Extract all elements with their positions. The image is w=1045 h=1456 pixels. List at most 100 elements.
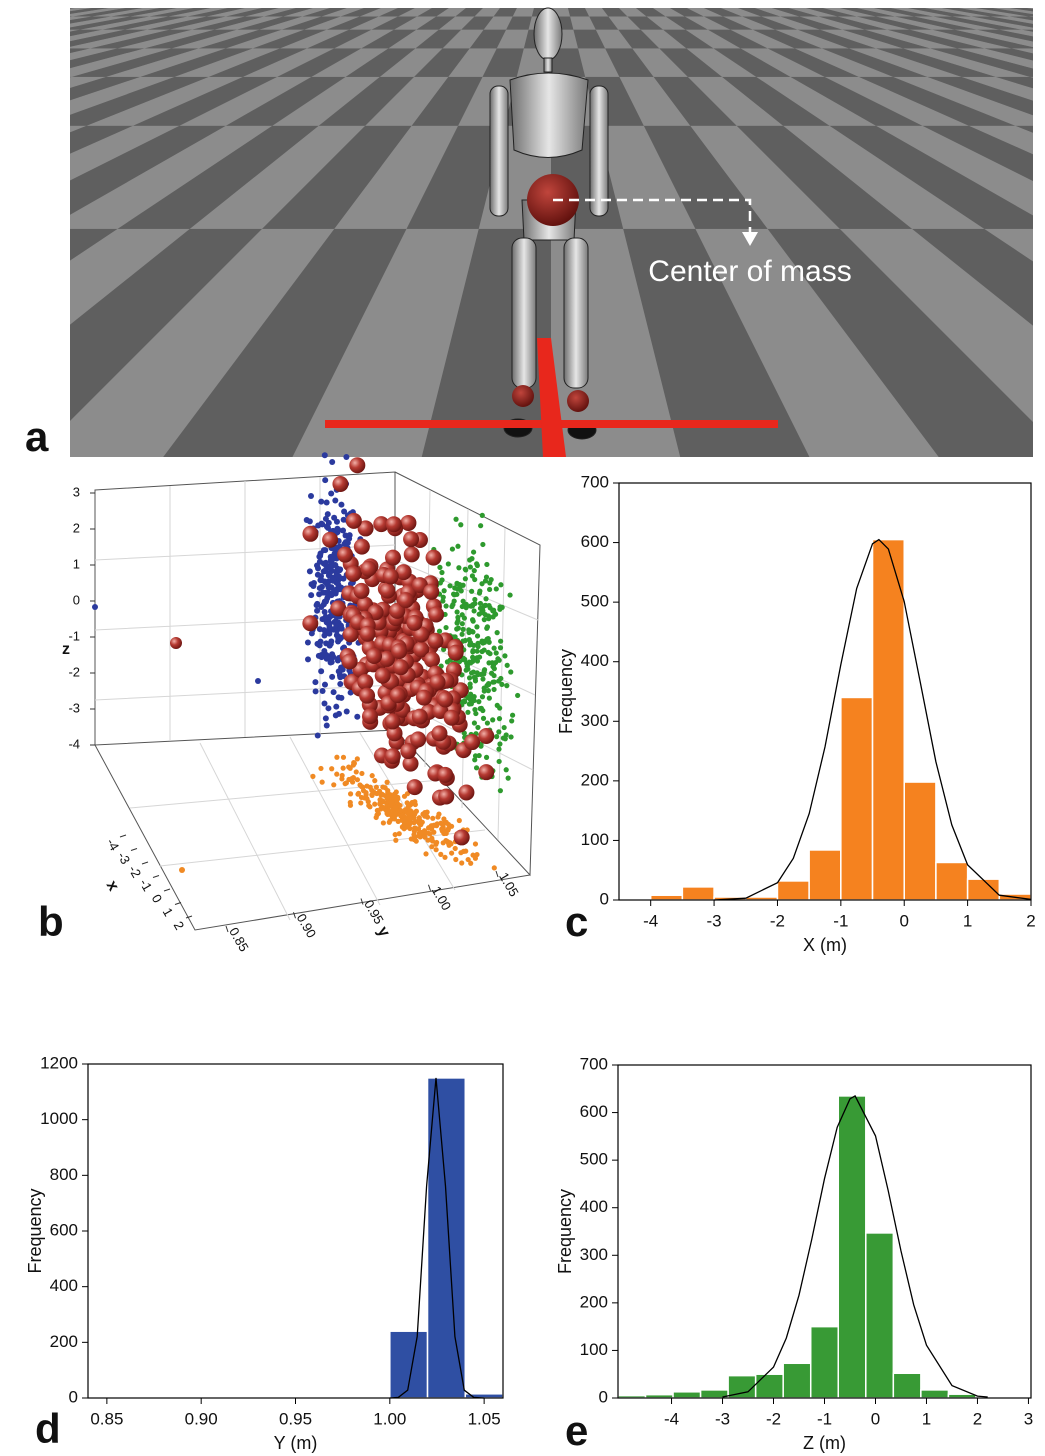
floor-tile (434, 0, 462, 7)
floor-tile (70, 16, 74, 17)
floor-tile (262, 125, 412, 229)
y-tick (293, 912, 296, 919)
cloud-point (374, 667, 391, 684)
y-axis-title: Frequency (555, 1189, 575, 1274)
cloud-point (399, 813, 405, 819)
cloud-point (340, 575, 347, 582)
plot-frame (618, 482, 1032, 901)
cloud-point (312, 679, 319, 686)
floor-tile (968, 125, 1033, 155)
cloud-point (424, 814, 431, 820)
cloud-point (458, 583, 464, 589)
floor-tile (686, 8, 724, 17)
point-clouds (92, 452, 521, 873)
cloud-point (378, 797, 384, 804)
cloud-point (454, 609, 460, 615)
cloud-point (464, 734, 481, 751)
floor-tile (1024, 0, 1045, 7)
bar (892, 1372, 922, 1399)
cloud-point (460, 626, 466, 632)
floor-tile (752, 29, 822, 49)
cloud-point (477, 706, 483, 712)
floor-tile (208, 48, 308, 77)
floor-tile (414, 48, 470, 77)
floor-tile (821, 48, 928, 77)
y-tick-label: 600 (581, 532, 609, 551)
floor-tile (994, 0, 1045, 7)
floor-tile (619, 8, 647, 17)
z-axis-title: z (62, 641, 70, 658)
floor-tile (272, 76, 380, 126)
cloud-point (396, 831, 402, 837)
cloud-point (462, 576, 468, 582)
floor-tile (595, 0, 617, 7)
bar (808, 849, 842, 901)
floor-tile (0, 16, 16, 29)
floor-tile (283, 8, 331, 17)
cloud-point (428, 606, 445, 623)
panel-label: b (38, 898, 64, 945)
floor-tile (174, 48, 281, 77)
floor-tile (1010, 8, 1033, 12)
foot-marker (567, 390, 589, 412)
cloud-point (304, 656, 311, 663)
cloud-point (334, 754, 340, 760)
floor-tile (610, 0, 634, 7)
bar (840, 696, 874, 901)
cloud-point (470, 549, 477, 555)
floor-tile (226, 29, 305, 49)
y-tick-label: 0.85 (226, 925, 252, 954)
floor-tile (192, 16, 265, 30)
floor-tile (140, 48, 254, 77)
floor-tile (876, 0, 934, 7)
floor-tile (416, 16, 456, 30)
bar (903, 781, 937, 901)
cloud-point (502, 653, 508, 659)
floor-tile (818, 16, 888, 30)
cloud-point (406, 614, 423, 631)
cloud-point (492, 659, 499, 666)
cloud-point (179, 867, 185, 873)
x-tick-label: -2 (126, 863, 145, 881)
cloud-point (329, 556, 336, 563)
cloud-point (441, 588, 447, 594)
floor-tile (625, 0, 651, 7)
cloud-point (488, 577, 494, 583)
cloud-point (451, 591, 457, 597)
cloud-point (340, 765, 346, 771)
floor-tile (70, 8, 126, 17)
floor-tile (70, 125, 273, 229)
cloud-point (321, 609, 328, 616)
cloud-point (443, 624, 449, 631)
floor-tile (418, 0, 448, 7)
cloud-point (380, 820, 386, 826)
floor-tile (70, 76, 73, 78)
cloud-point (410, 731, 427, 748)
cloud-point (337, 672, 344, 679)
floor-tile (311, 48, 389, 77)
floor-tile (685, 29, 741, 49)
cloud-point (317, 638, 324, 645)
cloud-point (481, 647, 487, 653)
cloud-point (339, 776, 345, 782)
y-tick-label: 1.05 (496, 870, 522, 899)
cloud-point (469, 617, 476, 623)
floor-tile (802, 0, 851, 7)
cloud-point (498, 582, 504, 588)
annotation: Center of mass (648, 255, 851, 288)
cloud-point (316, 585, 323, 592)
floor-tile (0, 77, 4, 126)
floor-tile (965, 0, 1035, 7)
cloud-point (486, 616, 492, 622)
floor-tile (70, 76, 209, 126)
floor-tile (907, 8, 972, 17)
floor-tile (740, 48, 825, 77)
cloud-point (455, 618, 461, 624)
x-tick-label: -2 (770, 911, 785, 930)
cloud-point (478, 728, 495, 745)
y-axis-title: y (374, 924, 393, 940)
cloud-point (459, 631, 465, 637)
floor-tile (401, 0, 433, 7)
floor-tile (773, 0, 818, 7)
floor-tile (259, 16, 322, 30)
